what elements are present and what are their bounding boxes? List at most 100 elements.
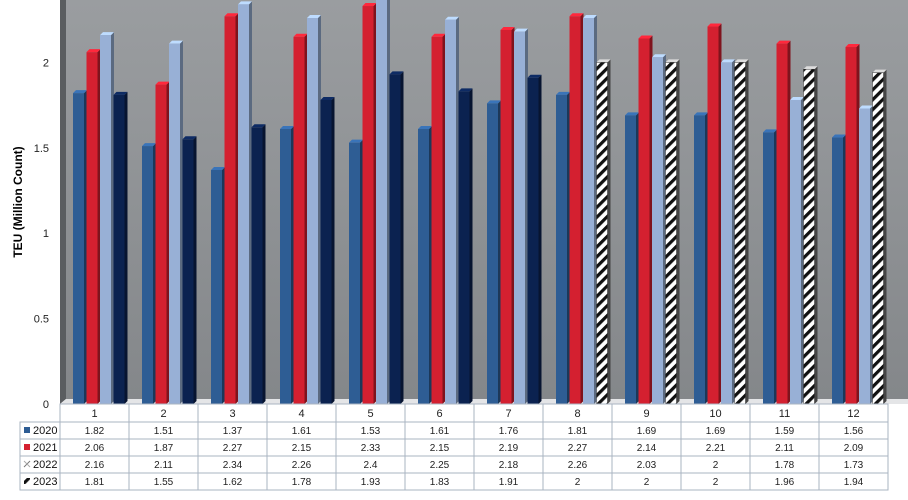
bar-side	[774, 129, 777, 405]
bar-top	[280, 126, 294, 130]
table-cell: 2.21	[706, 443, 726, 454]
bar-side	[883, 69, 887, 404]
bar-side	[580, 13, 584, 405]
table-cell: 1.37	[223, 426, 243, 437]
table-header-cell: 5	[367, 408, 373, 420]
bar-2021-m10	[707, 23, 722, 404]
bar-top	[872, 69, 887, 73]
bar-2021-m9	[638, 35, 653, 404]
bar-2023-m3	[251, 124, 266, 404]
bar-2021-m3	[224, 13, 239, 405]
bar-top	[389, 71, 404, 75]
bar-front	[320, 99, 332, 404]
bar-side	[400, 71, 404, 404]
bar-side	[718, 23, 722, 404]
table-header-cell: 12	[847, 408, 859, 420]
bar-front	[763, 132, 774, 405]
table-header-cell: 4	[298, 408, 304, 420]
bar-top	[763, 129, 777, 133]
legend-key-2023	[24, 478, 30, 484]
bar-side	[705, 112, 708, 405]
bar-front	[638, 38, 650, 404]
bar-side	[429, 126, 432, 405]
bar-side	[262, 124, 266, 404]
legend-label: 2022	[33, 459, 57, 471]
bar-2021-m6	[431, 33, 446, 404]
bar-2020-m7	[487, 100, 501, 404]
table-header-cell: 3	[229, 408, 235, 420]
bar-front	[776, 43, 788, 404]
table-header-cell: 11	[779, 408, 790, 420]
bar-front	[418, 129, 429, 404]
bar-front	[625, 115, 636, 405]
bar-top	[445, 16, 459, 20]
bar-2022-m6	[445, 16, 459, 404]
bar-2023-m6	[458, 88, 473, 404]
table-cell: 2.34	[223, 460, 243, 471]
table-cell: 2.09	[844, 443, 864, 454]
table-cell: 2	[713, 477, 719, 488]
table-cell: 1.69	[637, 426, 657, 437]
bar-side	[360, 139, 363, 404]
bar-side	[193, 136, 197, 404]
bar-side	[180, 40, 183, 404]
bar-2022-m4	[307, 14, 321, 404]
bar-side	[567, 91, 570, 405]
bar-side	[745, 59, 749, 405]
table-cell: 2.19	[499, 443, 519, 454]
bar-front	[556, 94, 567, 405]
bar-top	[694, 112, 708, 116]
bar-2022-m3	[238, 1, 252, 404]
bar-front	[527, 77, 539, 404]
bar-top	[734, 59, 749, 63]
bar-front	[445, 19, 456, 404]
bar-top	[487, 100, 501, 104]
bar-2020-m12	[832, 134, 846, 404]
bar-side	[511, 26, 515, 405]
bar-2023-m7	[527, 74, 542, 404]
table-cell: 1.81	[568, 426, 588, 437]
bar-side	[291, 126, 294, 405]
bar-top	[458, 88, 473, 92]
bar-2022-m2	[169, 40, 183, 404]
bar-front	[596, 62, 608, 405]
bar-side	[525, 28, 528, 404]
bar-top	[155, 81, 170, 85]
bar-front	[734, 62, 746, 405]
bar-top	[142, 143, 156, 147]
bar-side	[331, 96, 335, 404]
table-cell: 1.56	[844, 426, 864, 437]
bar-front	[389, 74, 401, 404]
bar-side	[318, 14, 321, 404]
table-cell: 1.51	[154, 426, 174, 437]
bar-front	[169, 43, 180, 404]
bar-top	[803, 66, 818, 70]
table-cell: 2.26	[292, 460, 312, 471]
bar-side	[153, 143, 156, 405]
bar-side	[124, 91, 128, 405]
bar-top	[224, 13, 239, 17]
bar-top	[527, 74, 542, 78]
legend-label: 2023	[33, 476, 57, 488]
bar-2023-m2	[182, 136, 197, 404]
bar-front	[251, 127, 263, 404]
bar-front	[376, 0, 387, 405]
bar-front	[803, 68, 815, 405]
bar-top	[832, 134, 846, 138]
table-cell: 2.26	[568, 460, 588, 471]
table-cell: 1.61	[430, 426, 450, 437]
table-cell: 1.61	[292, 426, 312, 437]
table-cell: 1.78	[775, 460, 795, 471]
table-cell: 2.27	[223, 443, 243, 454]
bar-front	[431, 36, 443, 404]
bar-2022-m1	[100, 32, 114, 405]
y-tick-label: 2	[43, 57, 49, 69]
bar-2020-m2	[142, 143, 156, 405]
legend-label: 2020	[33, 425, 57, 437]
plot-side-wall	[60, 0, 66, 404]
table-cell: 2.16	[85, 460, 105, 471]
bar-front	[307, 17, 318, 404]
bar-2022-m7	[514, 28, 528, 404]
bar-2022-m12	[859, 105, 873, 405]
bar-2023-m4	[320, 96, 335, 404]
